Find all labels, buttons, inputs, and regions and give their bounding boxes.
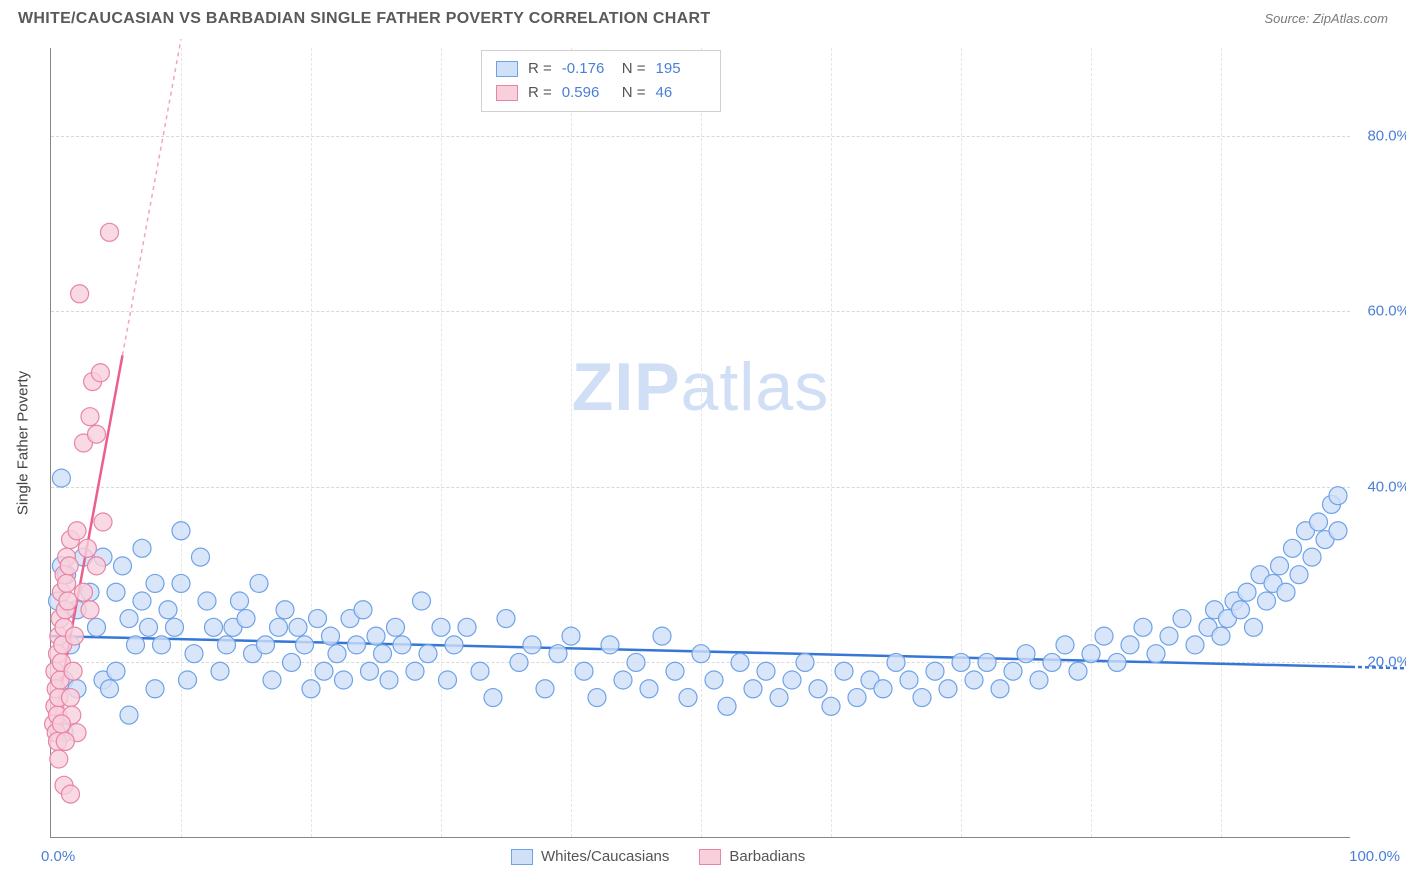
chart-title: WHITE/CAUCASIAN VS BARBADIAN SINGLE FATH… — [18, 10, 710, 28]
y-axis-label: Single Father Poverty — [15, 370, 32, 514]
r-label: R = — [528, 81, 552, 105]
source-label: Source: ZipAtlas.com — [1264, 11, 1388, 26]
legend-item: Whites/Caucasians — [511, 848, 669, 865]
y-tick-label: 80.0% — [1355, 127, 1406, 144]
stats-row: R = 0.596 N = 46 — [496, 81, 706, 105]
n-value: 195 — [656, 57, 706, 81]
chart-header: WHITE/CAUCASIAN VS BARBADIAN SINGLE FATH… — [18, 10, 1388, 28]
legend-item: Barbadians — [699, 848, 805, 865]
n-label: N = — [622, 57, 646, 81]
legend-label: Whites/Caucasians — [541, 848, 669, 865]
scatter-svg — [51, 48, 1350, 837]
n-label: N = — [622, 81, 646, 105]
y-tick-label: 60.0% — [1355, 303, 1406, 320]
series-legend: Whites/Caucasians Barbadians — [511, 848, 805, 865]
stats-legend-box: R = -0.176 N = 195 R = 0.596 N = 46 — [481, 50, 721, 112]
n-value: 46 — [656, 81, 706, 105]
stats-row: R = -0.176 N = 195 — [496, 57, 706, 81]
y-tick-label: 40.0% — [1355, 478, 1406, 495]
x-tick-min: 0.0% — [41, 848, 75, 865]
series-swatch — [496, 61, 518, 77]
legend-label: Barbadians — [729, 848, 805, 865]
legend-swatch — [699, 849, 721, 865]
series-swatch — [496, 85, 518, 101]
r-value: -0.176 — [562, 57, 612, 81]
x-tick-max: 100.0% — [1349, 848, 1400, 865]
r-label: R = — [528, 57, 552, 81]
r-value: 0.596 — [562, 81, 612, 105]
legend-swatch — [511, 849, 533, 865]
chart-plot-area: Single Father Poverty ZIPatlas 20.0%40.0… — [50, 48, 1350, 838]
